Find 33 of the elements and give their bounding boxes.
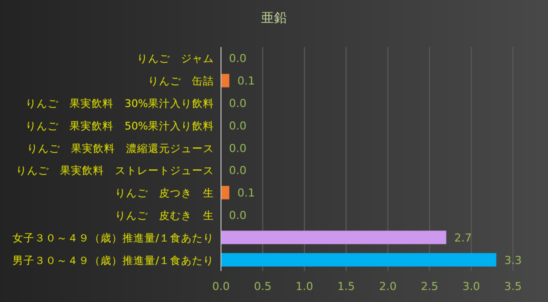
x-tick-label: 1.0 bbox=[296, 280, 314, 293]
data-label: 0.0 bbox=[229, 164, 246, 178]
bar bbox=[221, 186, 230, 200]
x-tick-label: 2.0 bbox=[379, 280, 397, 293]
bar bbox=[221, 253, 496, 267]
y-tick-label: りんご 皮つき 生 bbox=[115, 186, 214, 200]
data-label: 2.7 bbox=[454, 231, 472, 244]
y-tick-label: りんご ジャム bbox=[137, 53, 214, 66]
data-label: 3.3 bbox=[504, 254, 522, 267]
bar bbox=[221, 230, 446, 244]
data-label: 0.0 bbox=[229, 209, 246, 222]
y-tick-label: りんご 果実飲料 ストレートジュース bbox=[16, 164, 214, 178]
y-tick-label: りんご 果実飲料 30%果汁入り飲料 bbox=[26, 97, 214, 110]
x-tick-label: 0.5 bbox=[254, 280, 272, 293]
x-tick-label: 2.5 bbox=[420, 280, 438, 293]
x-tick-label: 1.5 bbox=[337, 280, 355, 293]
y-tick-label: りんご 果実飲料 濃縮還元ジュース bbox=[27, 142, 214, 155]
y-tick-label: りんご 果実飲料 50%果汁入り飲料 bbox=[26, 119, 214, 132]
data-label: 0.0 bbox=[229, 142, 246, 155]
data-label: 0.0 bbox=[229, 52, 246, 66]
y-tick-label: 女子３０～４９（歳）推進量/１食あたり bbox=[12, 231, 214, 244]
y-tick-label: 男子３０～４９（歳）推進量/１食あたり bbox=[12, 254, 214, 267]
bar bbox=[221, 74, 230, 88]
data-label: 0.0 bbox=[229, 97, 246, 110]
data-label: 0.0 bbox=[229, 119, 246, 132]
y-tick-label: りんご 皮むき 生 bbox=[115, 209, 214, 222]
chart-title: 亜鉛 bbox=[261, 11, 287, 26]
data-label: 0.1 bbox=[237, 186, 255, 200]
x-tick-label: 0.0 bbox=[212, 280, 230, 293]
x-tick-label: 3.0 bbox=[462, 280, 480, 293]
data-label: 0.1 bbox=[237, 74, 255, 88]
x-tick-label: 3.5 bbox=[504, 280, 522, 293]
y-tick-label: りんご 缶詰 bbox=[148, 74, 214, 88]
